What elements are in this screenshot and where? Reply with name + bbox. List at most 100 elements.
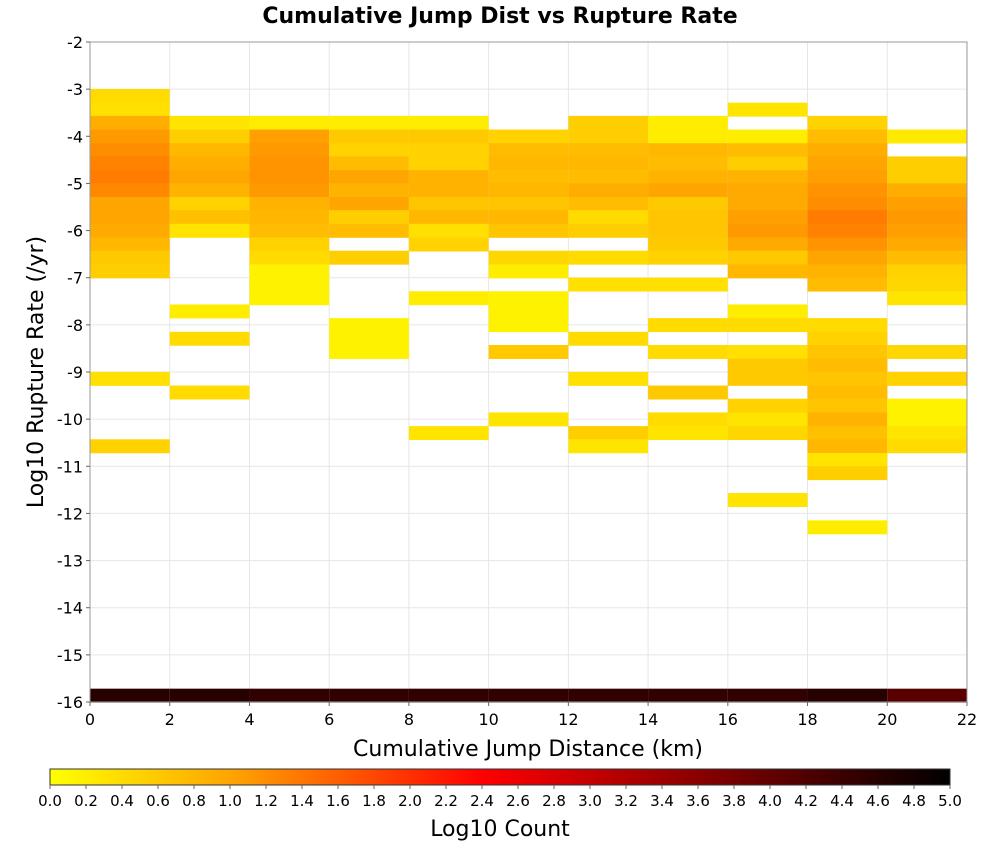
heatmap-cell [488, 223, 569, 238]
colorbar-ticks: 0.0 0.2 0.4 0.6 0.8 1.0 1.2 1.4 1.6 1.8 2.0 2.2 2.4 2… [38, 785, 962, 810]
heatmap-cell [807, 412, 888, 427]
heatmap-cell [408, 223, 489, 238]
heatmap-cell [90, 250, 170, 265]
heatmap-cell [488, 196, 569, 211]
x-tick-label: 10 [478, 710, 498, 729]
heatmap-cell [90, 115, 170, 130]
heatmap-cell [249, 183, 330, 198]
heatmap-cell [727, 196, 808, 211]
heatmap-cell [648, 210, 728, 225]
heatmap-cell [408, 115, 489, 130]
heatmap-cell [408, 129, 489, 144]
y-tick-label: -2 [67, 33, 83, 52]
y-tick-label: -7 [67, 269, 83, 288]
heatmap-cell [727, 264, 808, 279]
y-axis-ticks: -2 -3 -4 -5 -6 -7 -8 -9 -10 -11 -12 -13 -14 -15 -16 [57, 33, 90, 712]
heatmap-cell [648, 688, 728, 703]
heatmap-cell [727, 210, 808, 225]
y-tick-label: -13 [57, 552, 83, 571]
heatmap-cell [249, 170, 330, 185]
heatmap-cell [568, 115, 649, 130]
heatmap-cell [568, 250, 649, 265]
colorbar-tick-label: 1.4 [290, 792, 314, 810]
heatmap-cell [807, 237, 888, 252]
heatmap-cell [727, 156, 808, 171]
heatmap-cell [169, 115, 250, 130]
x-tick-label: 12 [558, 710, 578, 729]
heatmap-cell [249, 129, 330, 144]
chart-title: Cumulative Jump Dist vs Rupture Rate [262, 4, 737, 29]
heatmap-cell [90, 89, 170, 103]
heatmap-cell [169, 170, 250, 185]
heatmap-cell [727, 358, 808, 373]
heatmap-cell [807, 143, 888, 158]
heatmap-cell [488, 210, 569, 225]
heatmap-cell [488, 264, 569, 279]
heatmap-cell [727, 412, 808, 427]
heatmap-cell [488, 344, 569, 359]
heatmap-cell [727, 170, 808, 185]
heatmap-cell [408, 426, 489, 441]
heatmap-cell [887, 264, 967, 279]
heatmap-cell [648, 196, 728, 211]
x-axis-ticks: 0 2 4 6 8 10 12 14 16 18 20 22 [85, 702, 977, 729]
colorbar-tick-label: 0.0 [38, 792, 62, 810]
heatmap-cell [807, 452, 888, 467]
heatmap-cell [807, 331, 888, 346]
heatmap-cell [169, 210, 250, 225]
x-tick-label: 0 [85, 710, 95, 729]
heatmap-cell [887, 129, 967, 144]
heatmap-cell [648, 115, 728, 130]
heatmap-cell [807, 156, 888, 171]
heatmap-cell [90, 210, 170, 225]
heatmap-cell [488, 291, 569, 306]
colorbar-tick-label: 1.2 [254, 792, 278, 810]
colorbar-tick-label: 0.8 [182, 792, 206, 810]
heatmap-cell [887, 412, 967, 427]
heatmap-cell [648, 183, 728, 198]
heatmap-cell [408, 210, 489, 225]
colorbar-tick-label: 4.4 [830, 792, 854, 810]
heatmap-cell [249, 291, 330, 306]
heatmap-cell [329, 129, 409, 144]
y-tick-label: -5 [67, 174, 83, 193]
heatmap-cell [249, 143, 330, 158]
heatmap-cell [648, 143, 728, 158]
heatmap-cell [807, 371, 888, 386]
y-tick-label: -12 [57, 504, 83, 523]
heatmap-cell [648, 237, 728, 252]
x-tick-label: 4 [244, 710, 254, 729]
heatmap-cell [887, 183, 967, 198]
heatmap-cell [648, 426, 728, 441]
heatmap-cell [249, 237, 330, 252]
heatmap-cell [329, 143, 409, 158]
heatmap-cell [887, 170, 967, 185]
heatmap-cell [648, 385, 728, 400]
heatmap-cell [727, 250, 808, 265]
heatmap-cell [169, 331, 250, 346]
colorbar-tick-label: 2.6 [506, 792, 530, 810]
heatmap-cell [90, 143, 170, 158]
heatmap-cell [90, 237, 170, 252]
heatmap-cell [488, 156, 569, 171]
colorbar-tick-label: 4.6 [866, 792, 890, 810]
heatmap-cell [249, 688, 330, 703]
colorbar-tick-label: 2.4 [470, 792, 494, 810]
heatmap-cell [408, 291, 489, 306]
heatmap-cell [169, 129, 250, 144]
heatmap-cell [249, 156, 330, 171]
heatmap-cell [249, 250, 330, 265]
heatmap-cell [329, 115, 409, 130]
heatmap-cell [169, 385, 250, 400]
colorbar [49, 768, 951, 786]
heatmap-cell [488, 170, 569, 185]
heatmap-cell [807, 318, 888, 333]
y-tick-label: -8 [67, 316, 83, 335]
heatmap-cell [727, 102, 808, 117]
heatmap-cell [727, 426, 808, 441]
heatmap-cell [727, 493, 808, 507]
heatmap-cell [727, 344, 808, 359]
heatmap-cell [169, 304, 250, 319]
colorbar-tick-label: 0.4 [110, 792, 134, 810]
